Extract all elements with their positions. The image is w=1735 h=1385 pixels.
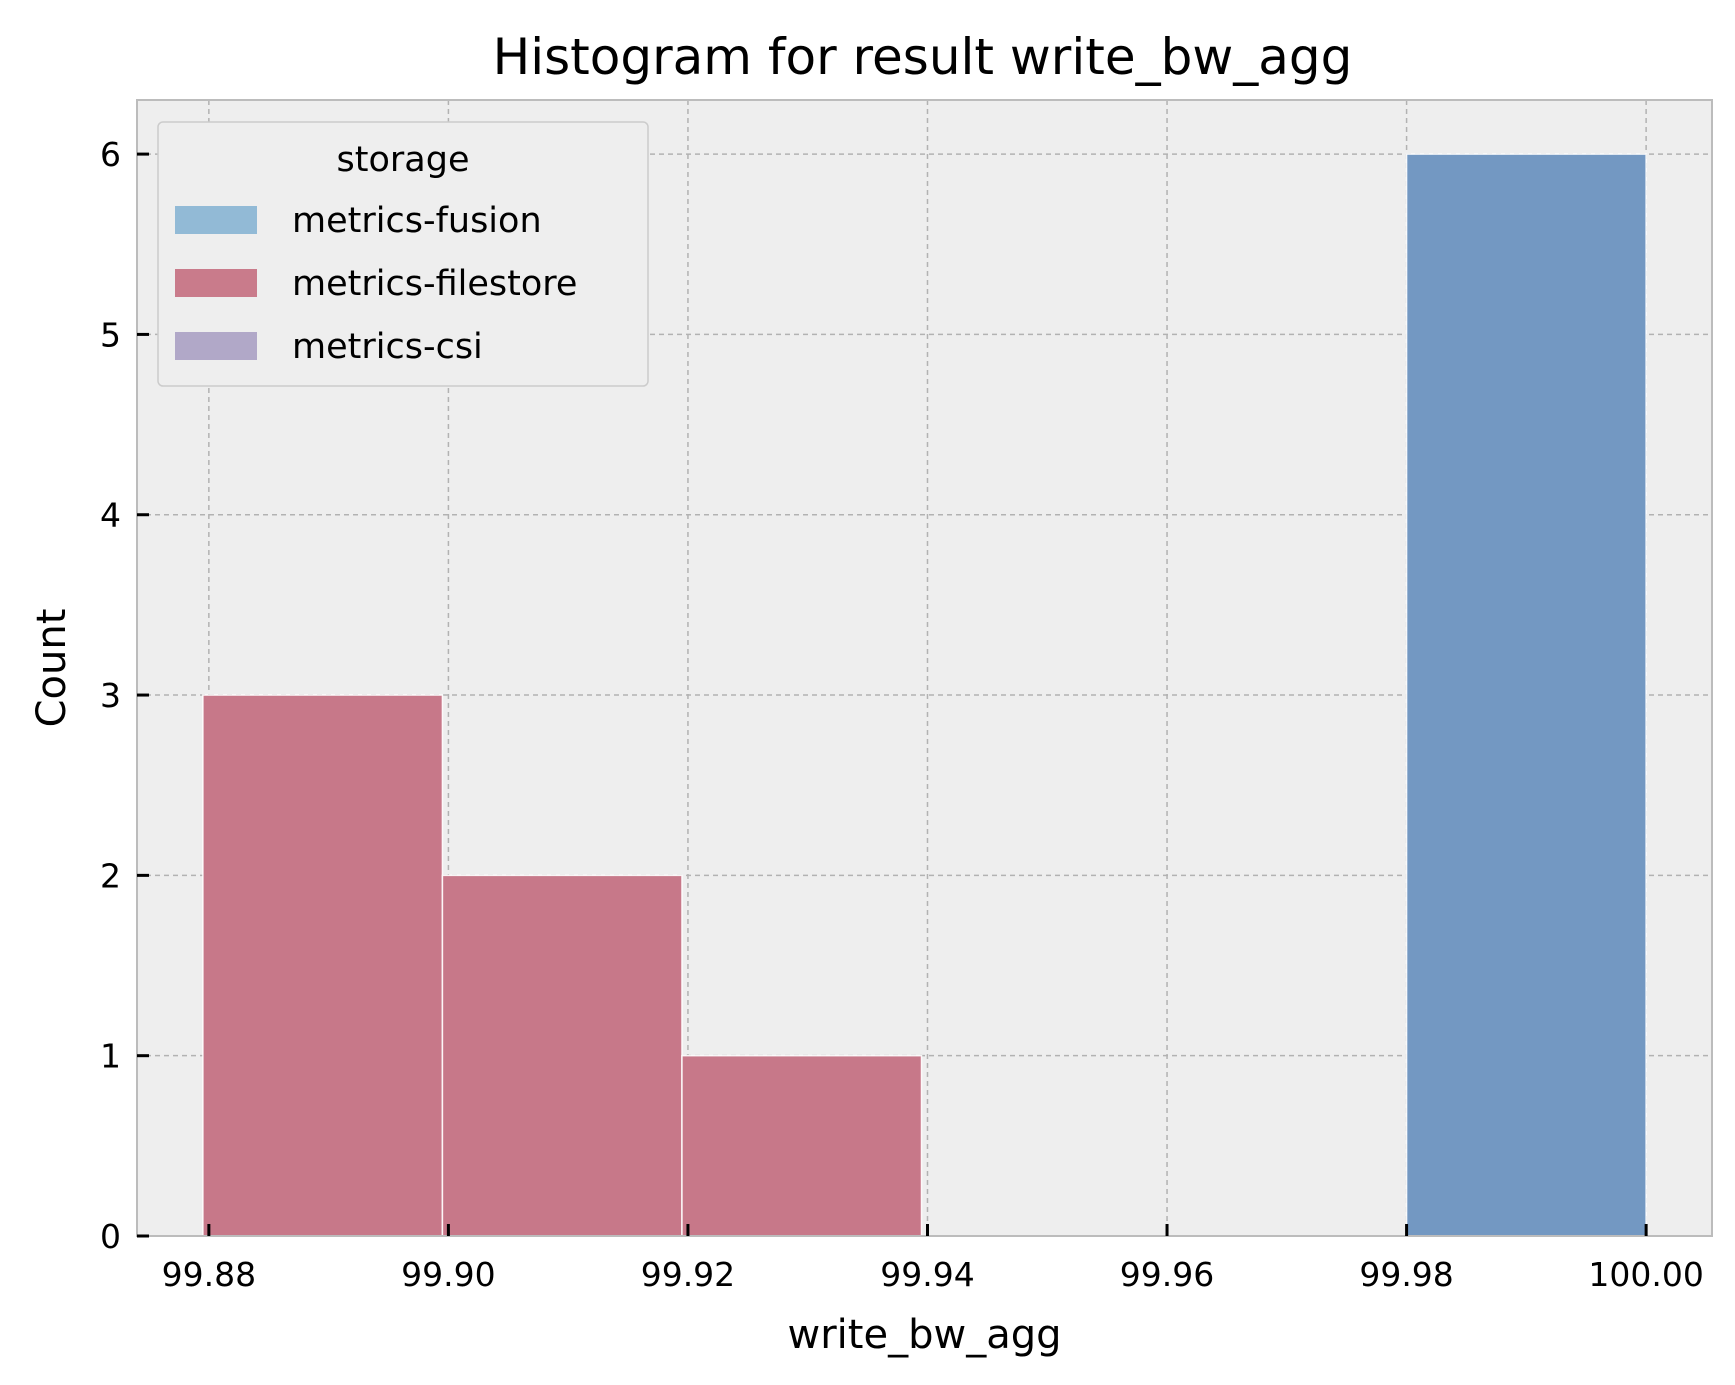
y-tick-label: 0 [100, 1217, 121, 1256]
bars [202, 153, 1647, 1237]
x-tick-label: 100.00 [1588, 1255, 1703, 1294]
x-tick-label: 99.94 [880, 1255, 974, 1294]
bar-metrics-filestore-1 [441, 874, 683, 1237]
x-tick-label: 99.96 [1120, 1255, 1214, 1294]
x-tick-label: 99.88 [162, 1255, 256, 1294]
legend: storage metrics-fusionmetrics-filestorem… [157, 121, 649, 387]
y-tick-label: 5 [100, 315, 121, 354]
bar-metrics-filestore-2 [681, 1054, 923, 1237]
legend-swatch-metrics-csi [175, 332, 257, 360]
y-tick-label: 3 [100, 676, 121, 715]
plot-frame [136, 99, 1713, 1237]
legend-swatch-metrics-fusion [175, 206, 257, 234]
legend-label-metrics-csi: metrics-csi [292, 327, 483, 367]
y-axis-ticks: 0 1 2 3 4 5 6 [100, 135, 149, 1256]
x-tick-label: 99.92 [641, 1255, 735, 1294]
legend-label-metrics-fusion: metrics-fusion [292, 201, 542, 241]
bar-metrics-filestore-0 [202, 694, 444, 1237]
y-axis-label: Count [29, 609, 75, 728]
x-tick-label: 99.90 [401, 1255, 495, 1294]
y-tick-label: 6 [100, 135, 121, 174]
legend-swatch-metrics-filestore [175, 269, 257, 297]
x-axis-ticks: 99.88 99.90 99.92 99.94 99.96 99.98 100.00 [162, 1224, 1704, 1294]
bar-metrics-fusion-0 [1405, 153, 1647, 1237]
legend-box [157, 121, 649, 387]
legend-items: metrics-fusion metrics-filestore metrics-c… [175, 201, 577, 367]
y-tick-label: 2 [100, 856, 121, 895]
y-tick-label: 4 [100, 496, 121, 535]
chart-title: Histogram for result write_bw_agg [493, 28, 1353, 86]
x-axis-label: write_bw_agg [788, 1312, 1062, 1358]
x-tick-label: 99.98 [1359, 1255, 1453, 1294]
legend-title: storage [337, 140, 470, 180]
y-tick-label: 1 [100, 1037, 121, 1076]
legend-label-metrics-filestore: metrics-filestore [292, 264, 577, 304]
